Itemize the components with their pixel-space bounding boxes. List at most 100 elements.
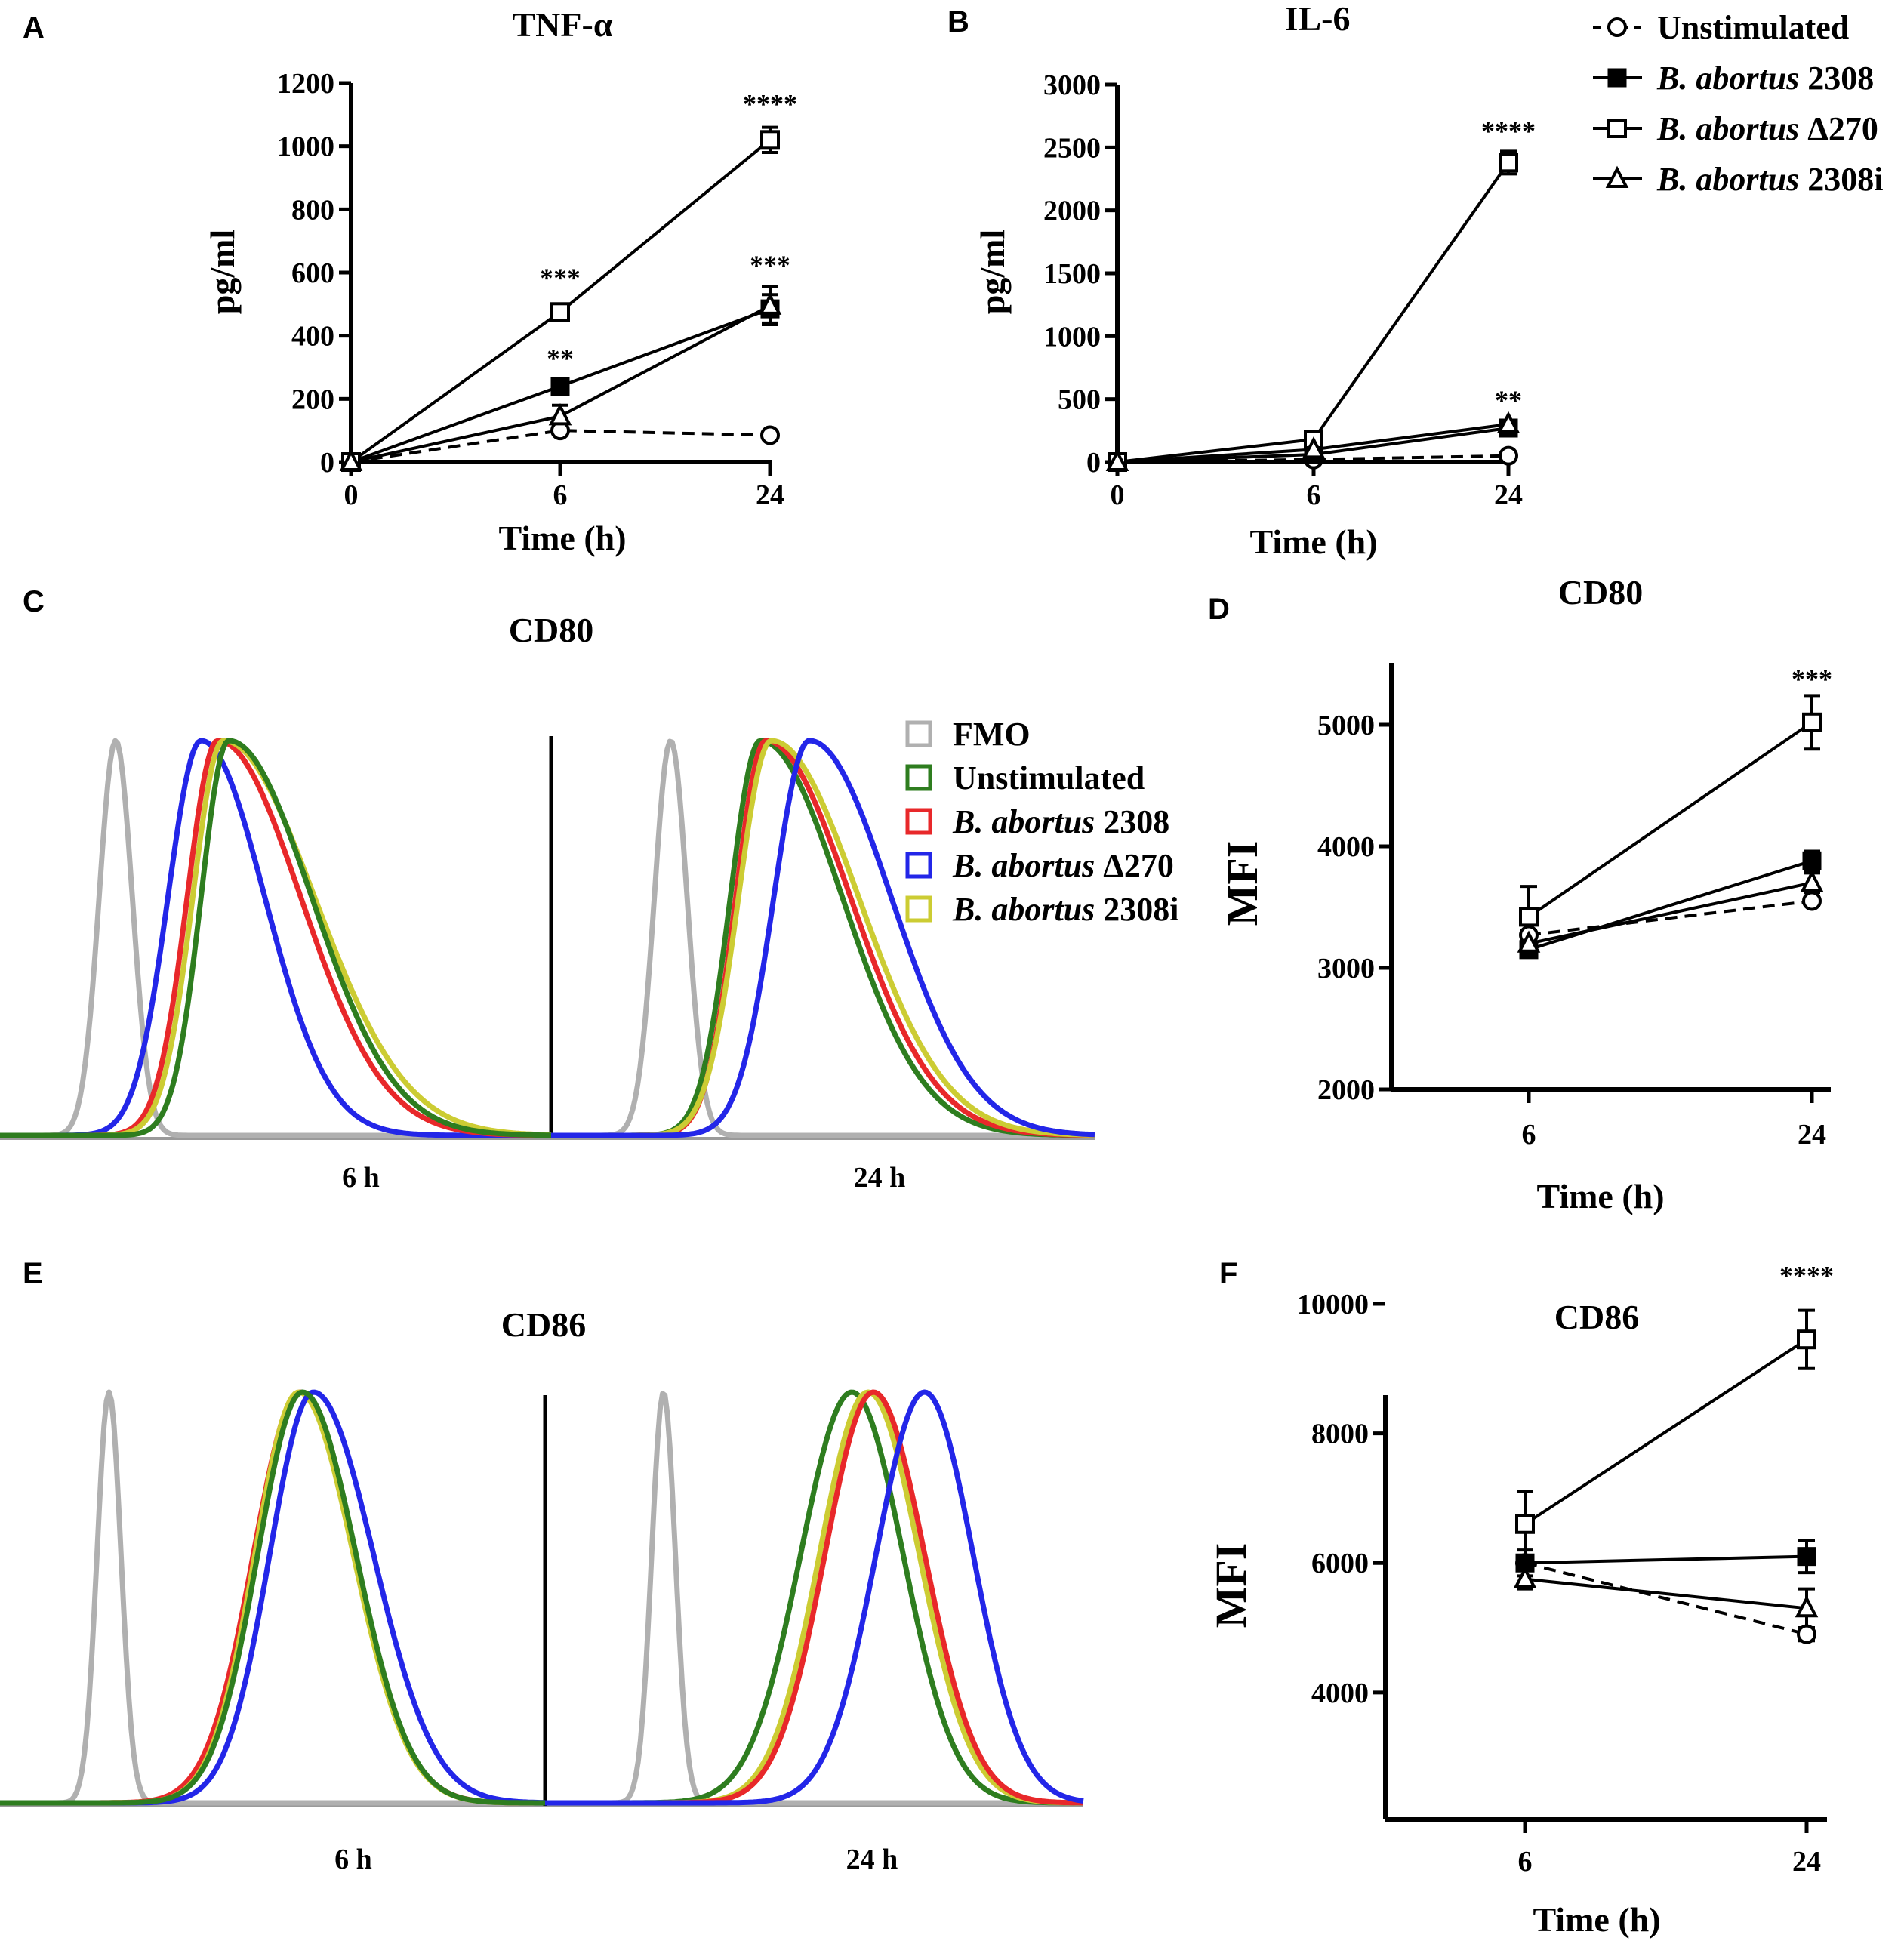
chart-f-title: CD86 <box>1554 1298 1639 1336</box>
chart-f-ytick-label: 10000 <box>1297 1289 1369 1320</box>
hist-c-curve <box>0 738 552 1138</box>
chart-b-y-axis-label: pg/ml <box>973 230 1012 314</box>
hist-e-curve <box>0 1389 546 1806</box>
chart-d-ytick-label: 3000 <box>1317 953 1375 984</box>
chart-b-point <box>1496 411 1520 433</box>
legend-marker <box>1607 17 1627 37</box>
chart-a-point <box>550 302 570 322</box>
chart-d-xtick-label: 24 <box>1798 1119 1826 1151</box>
chart-a-point <box>760 425 780 445</box>
chart-b-point <box>1105 448 1129 471</box>
legend-label-italic: B. abortus <box>1656 110 1799 147</box>
chart-e-title: CD86 <box>501 1305 586 1344</box>
legend-marker <box>1605 165 1629 188</box>
hist-legend-swatch <box>905 852 932 879</box>
chart-d-ytick-label: 5000 <box>1317 710 1375 741</box>
chart-a-significance-label: *** <box>750 250 790 280</box>
chart-a-significance-label: *** <box>540 263 581 293</box>
chart-b-ytick-label: 2500 <box>1043 132 1101 164</box>
chart-a-y-axis-label: pg/ml <box>203 230 242 314</box>
hist-legend-label-text: 2308i <box>1095 891 1178 928</box>
legend-label: Unstimulated <box>1657 9 1849 46</box>
chart-f-ytick-label: 8000 <box>1311 1419 1369 1450</box>
chart-f-y-axis-label: MFI <box>1206 1543 1255 1628</box>
chart-b-series-line <box>1117 162 1510 464</box>
chart-d-significance-label: *** <box>1792 664 1832 695</box>
hist-e-curve <box>544 1389 1084 1806</box>
hist-legend-label: FMO <box>953 716 1031 753</box>
chart-d-x-axis-label: Time (h) <box>1536 1177 1664 1215</box>
chart-f-series-line <box>1524 1561 1807 1636</box>
chart-b-point <box>1302 436 1326 459</box>
legend-label-text: Unstimulated <box>1657 9 1849 46</box>
chart-a-ytick-label: 800 <box>291 194 334 226</box>
hist-c-24h-label: 24 h <box>854 1162 906 1194</box>
chart-b-point <box>1499 445 1518 466</box>
chart-f-xtick-label: 6 <box>1518 1846 1533 1878</box>
hist-e-curve <box>544 1389 1084 1806</box>
hist-e-curve <box>544 1391 1084 1806</box>
hist-c-curve <box>550 738 1095 1138</box>
hist-legend-label: Unstimulated <box>953 759 1145 796</box>
chart-b-xtick-label: 0 <box>1111 479 1125 511</box>
chart-d-point <box>1800 869 1824 892</box>
legend-marker <box>1607 68 1627 88</box>
chart-b-significance-label: ** <box>1495 385 1522 415</box>
chart-a-series-line <box>350 429 771 464</box>
hist-legend-label: B. abortus Δ270 <box>952 847 1174 884</box>
hist-legend-label-italic: B. abortus <box>952 803 1095 840</box>
chart-a-ytick-label: 1000 <box>277 131 334 163</box>
chart-d-title: CD80 <box>1558 573 1643 612</box>
chart-c-title: CD80 <box>509 611 593 649</box>
chart-f-point <box>1795 1594 1819 1618</box>
chart-f-series-line <box>1524 1577 1807 1610</box>
hist-legend-label: B. abortus 2308 <box>952 803 1169 840</box>
chart-b-ytick-label: 1500 <box>1043 258 1101 290</box>
chart-f-ytick-label: 6000 <box>1311 1548 1369 1579</box>
chart-a-xtick-label: 6 <box>553 479 568 511</box>
legend-label: B. abortus 2308i <box>1656 161 1884 198</box>
chart-f-x-axis-label: Time (h) <box>1533 1900 1660 1939</box>
legend-label: B. abortus Δ270 <box>1656 110 1878 147</box>
panel-letter-b: B <box>947 5 969 39</box>
chart-d-point <box>1519 907 1539 927</box>
hist-c-6h-label: 6 h <box>342 1162 380 1194</box>
chart-f-point <box>1513 1566 1537 1588</box>
chart-d-point <box>1802 891 1822 911</box>
chart-d-xtick-label: 6 <box>1522 1119 1536 1151</box>
chart-a-significance-label: ** <box>547 344 574 374</box>
legend-label-text: 2308 <box>1799 60 1874 97</box>
chart-a-point <box>758 292 782 315</box>
hist-e-6h-label: 6 h <box>334 1844 372 1875</box>
chart-b-x-axis-label: Time (h) <box>1249 522 1377 561</box>
hist-e-curve <box>0 1389 546 1806</box>
hist-legend-label-italic: B. abortus <box>952 847 1095 884</box>
chart-d-ytick-label: 4000 <box>1317 831 1375 863</box>
chart-d-point <box>1517 930 1541 953</box>
hist-legend-swatch <box>905 764 932 791</box>
legend-marker <box>1607 119 1627 138</box>
chart-a-ytick-label: 400 <box>291 321 334 353</box>
legend-label-italic: B. abortus <box>1656 161 1799 198</box>
chart-f-series-line <box>1524 1554 1807 1565</box>
hist-legend-label-text: Δ270 <box>1095 847 1174 884</box>
panel-letter-f: F <box>1219 1257 1237 1290</box>
hist-legend-label-italic: B. abortus <box>952 891 1095 928</box>
chart-b-ytick-label: 0 <box>1086 447 1101 479</box>
chart-b-significance-label: **** <box>1481 116 1536 146</box>
hist-legend-swatch <box>905 808 932 835</box>
hist-c-curve <box>550 738 1095 1138</box>
chart-f-point <box>1515 1514 1535 1534</box>
hist-e-24h-label: 24 h <box>846 1844 898 1875</box>
hist-c-curve <box>550 738 1095 1138</box>
chart-a-xtick-label: 0 <box>344 479 359 511</box>
hist-legend-label-text: 2308 <box>1095 803 1169 840</box>
panel-letter-a: A <box>23 11 45 45</box>
chart-f-xtick-label: 24 <box>1792 1846 1821 1878</box>
chart-b-xtick-label: 24 <box>1494 479 1523 511</box>
hist-legend-swatch <box>905 720 932 747</box>
panel-letter-e: E <box>23 1257 43 1290</box>
legend-label-text: Δ270 <box>1799 110 1878 147</box>
legend-label-italic: B. abortus <box>1656 60 1799 97</box>
